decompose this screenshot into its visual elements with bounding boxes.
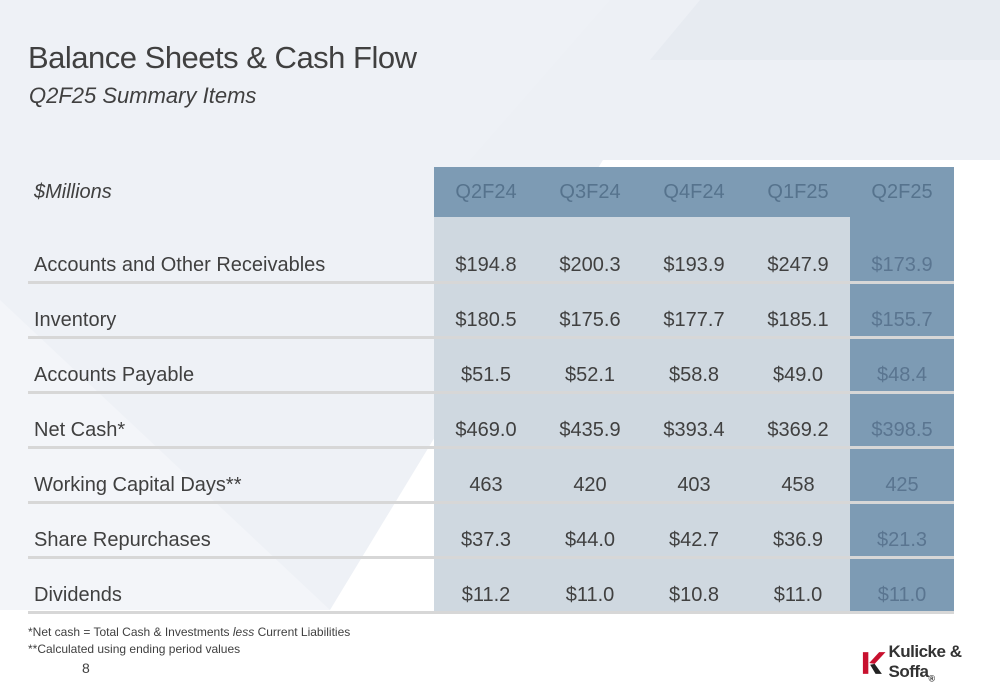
page-title: Balance Sheets & Cash Flow [28,40,417,75]
row-label: Dividends [28,557,434,614]
table-cell-current: $11.0 [850,557,954,614]
row-label: Net Cash* [28,392,434,449]
column-header-q3f24: Q3F24 [538,167,642,217]
table-row: Dividends $11.2 $11.0 $10.8 $11.0 $11.0 [28,557,954,614]
page-number: 8 [82,660,90,676]
table-cell: $247.9 [746,217,850,284]
table-cell-current: $48.4 [850,337,954,394]
table-row: Accounts and Other Receivables $194.8 $2… [28,217,954,284]
table-header-row: $Millions Q2F24 Q3F24 Q4F24 Q1F25 Q2F25 [28,167,954,217]
summary-table: $Millions Q2F24 Q3F24 Q4F24 Q1F25 Q2F25 … [28,167,954,614]
table-cell: $42.7 [642,502,746,559]
table-cell-current: $173.9 [850,217,954,284]
column-header-q2f24: Q2F24 [434,167,538,217]
table-cell: $11.0 [538,557,642,614]
footnote-working-capital: **Calculated using ending period values [28,642,241,656]
table-cell: $469.0 [434,392,538,449]
table-cell-current: 425 [850,447,954,504]
table-cell-current: $21.3 [850,502,954,559]
column-header-q1f25: Q1F25 [746,167,850,217]
footnote-net-cash-prefix: *Net cash = Total Cash & Investments [28,625,233,639]
table-cell: $44.0 [538,502,642,559]
table-cell: $58.8 [642,337,746,394]
table-cell: $200.3 [538,217,642,284]
table-cell: $180.5 [434,282,538,339]
table-cell: 458 [746,447,850,504]
footnote-net-cash-suffix: Current Liabilities [254,625,351,639]
table-cell: $51.5 [434,337,538,394]
table-row: Net Cash* $469.0 $435.9 $393.4 $369.2 $3… [28,392,954,449]
table-cell: $11.0 [746,557,850,614]
footnote-net-cash: *Net cash = Total Cash & Investments les… [28,624,350,641]
row-label: Working Capital Days** [28,447,434,504]
table-cell: $435.9 [538,392,642,449]
table-row: Inventory $180.5 $175.6 $177.7 $185.1 $1… [28,282,954,339]
table-cell-current: $398.5 [850,392,954,449]
column-header-q2f25: Q2F25 [850,167,954,217]
table-cell: $369.2 [746,392,850,449]
table-cell: $37.3 [434,502,538,559]
table-cell: $177.7 [642,282,746,339]
table-cell: 403 [642,447,746,504]
logo-registered: ® [928,673,936,684]
table-cell: $393.4 [642,392,746,449]
row-label: Accounts Payable [28,337,434,394]
table-cell: 420 [538,447,642,504]
company-logo: Kulicke & Soffa® [862,642,1000,684]
row-label: Accounts and Other Receivables [28,217,434,284]
table-row: Share Repurchases $37.3 $44.0 $42.7 $36.… [28,502,954,559]
logo-text: Kulicke & Soffa® [889,642,1000,683]
row-label: Share Repurchases [28,502,434,559]
column-header-q4f24: Q4F24 [642,167,746,217]
unit-label: $Millions [34,180,112,203]
footnotes: *Net cash = Total Cash & Investments les… [28,624,350,658]
table-cell-current: $155.7 [850,282,954,339]
table-row: Working Capital Days** 463 420 403 458 4… [28,447,954,504]
table-row: Accounts Payable $51.5 $52.1 $58.8 $49.0… [28,337,954,394]
table-cell: $11.2 [434,557,538,614]
table-cell: 463 [434,447,538,504]
table-cell: $194.8 [434,217,538,284]
footnote-net-cash-italic: less [232,625,255,639]
table-cell: $52.1 [538,337,642,394]
row-label: Inventory [28,282,434,339]
table-cell: $49.0 [746,337,850,394]
table-cell: $193.9 [642,217,746,284]
table-cell: $36.9 [746,502,850,559]
page-subtitle: Q2F25 Summary Items [29,83,257,108]
table-cell: $185.1 [746,282,850,339]
table-cell: $175.6 [538,282,642,339]
logo-name: Kulicke & Soffa [888,642,962,682]
kulicke-soffa-k-logo-icon [862,652,886,674]
table-cell: $10.8 [642,557,746,614]
